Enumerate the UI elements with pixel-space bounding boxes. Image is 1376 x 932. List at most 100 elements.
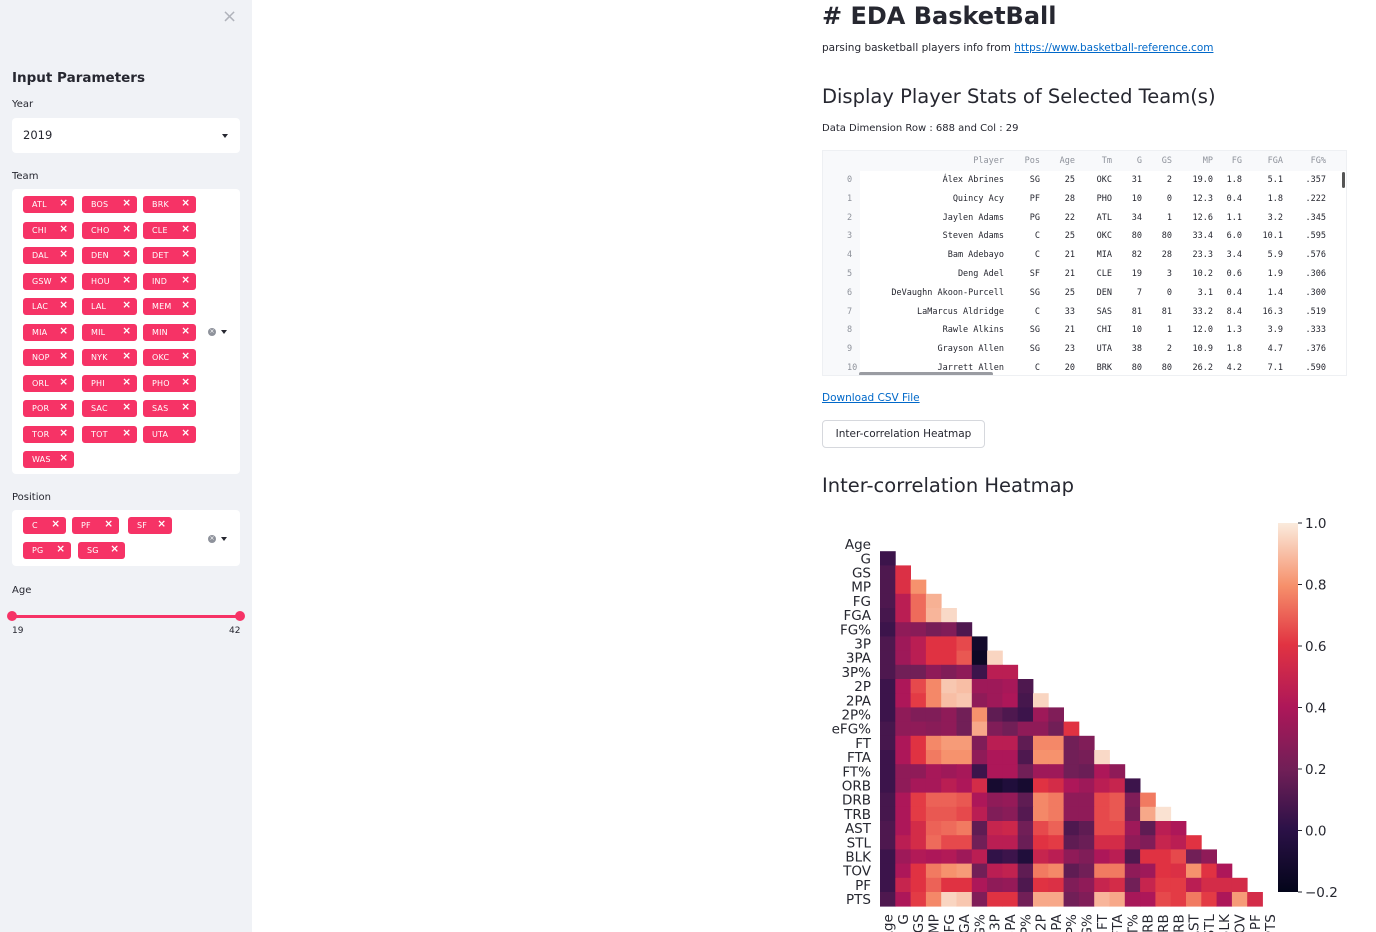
remove-tag-icon[interactable]: × (59, 426, 68, 439)
remove-tag-icon[interactable]: × (59, 273, 68, 286)
horizontal-scrollbar[interactable] (859, 372, 993, 375)
age-slider-track[interactable] (12, 615, 240, 618)
table-cell: 19 (1131, 269, 1142, 279)
remove-tag-icon[interactable]: × (110, 543, 119, 555)
age-slider-min-handle[interactable] (7, 611, 17, 621)
heatmap-cell-2pa-fga (956, 693, 973, 708)
remove-tag-icon[interactable]: × (122, 426, 131, 439)
column-header[interactable]: Age (1059, 156, 1075, 166)
heatmap-cell-3p%-age (880, 664, 896, 680)
remove-tag-icon[interactable]: × (122, 375, 131, 388)
remove-tag-icon[interactable]: × (181, 324, 190, 337)
y-tick-label: FGA (844, 608, 872, 624)
remove-tag-icon[interactable]: × (181, 375, 190, 388)
table-cell: Deng Adel (957, 269, 1004, 279)
heatmap-cell-ft-2p (1033, 735, 1049, 751)
heatmap-cell-pf-fg (941, 877, 957, 893)
column-header[interactable]: Player (973, 156, 1004, 166)
remove-tag-icon[interactable]: × (122, 324, 131, 337)
row-index: 10 (847, 363, 858, 373)
table-cell: Rawle Alkins (942, 325, 1004, 336)
remove-tag-icon[interactable]: × (181, 401, 190, 413)
table-cell: Bam Adebayo (947, 250, 1004, 261)
heatmap-cell-blk-fta (1109, 849, 1126, 864)
heatmap-cell-ast-2p% (1063, 821, 1080, 836)
remove-tag-icon[interactable]: × (122, 248, 131, 260)
column-header[interactable]: Pos (1024, 156, 1040, 166)
heatmap-cell-tov-g (895, 863, 911, 879)
remove-tag-icon[interactable]: × (122, 299, 131, 311)
heatmap-cell-pts-efg% (1078, 892, 1095, 907)
column-header[interactable]: GS (1161, 156, 1172, 166)
table-cell: 3 (1166, 269, 1172, 279)
remove-tag-icon[interactable]: × (59, 248, 68, 260)
remove-tag-icon[interactable]: × (181, 222, 190, 235)
chevron-down-icon[interactable] (221, 330, 227, 334)
column-header[interactable]: Tm (1101, 156, 1112, 166)
remove-tag-icon[interactable]: × (59, 401, 68, 413)
column-header[interactable]: FG% (1310, 156, 1326, 166)
position-multiselect[interactable]: × C × PF × SF × PG × SG × (12, 510, 240, 566)
remove-tag-icon[interactable]: × (122, 197, 131, 209)
remove-tag-icon[interactable]: × (51, 518, 60, 530)
remove-tag-icon[interactable]: × (59, 222, 68, 235)
heatmap-cell-pts-age (880, 892, 896, 907)
remove-tag-icon[interactable]: × (181, 426, 190, 439)
vertical-scrollbar[interactable] (1342, 172, 1345, 188)
table-cell: 2 (1166, 175, 1172, 185)
table-cell: 12.6 (1192, 212, 1213, 223)
heatmap-cell-ft-age (880, 735, 896, 751)
column-header[interactable]: FGA (1267, 156, 1283, 166)
reference-link[interactable]: https://www.basketball-reference.com (1014, 42, 1214, 54)
x-tick-label: 2P% (1064, 914, 1080, 932)
remove-tag-icon[interactable]: × (181, 350, 190, 362)
table-cell: OKC (1096, 231, 1112, 242)
remove-tag-icon[interactable]: × (59, 197, 68, 209)
year-value: 2019 (23, 128, 53, 142)
age-slider-max-handle[interactable] (235, 611, 245, 621)
heatmap-cell-ft-fg (941, 735, 957, 751)
download-csv-link[interactable]: Download CSV File (822, 392, 920, 404)
heatmap-cell-2pa-fg (941, 693, 957, 708)
remove-tag-icon[interactable]: × (122, 222, 131, 235)
heatmap-cell-pf-2p (1033, 877, 1049, 893)
remove-tag-icon[interactable]: × (181, 273, 190, 286)
heatmap-button[interactable]: Inter-correlation Heatmap (822, 420, 985, 448)
column-header[interactable]: MP (1202, 156, 1213, 166)
clear-all-icon[interactable]: × (208, 535, 216, 543)
remove-tag-icon[interactable]: × (104, 518, 113, 530)
heatmap-cell-pf-trb (1170, 877, 1187, 893)
remove-tag-icon[interactable]: × (181, 197, 190, 209)
remove-tag-icon[interactable]: × (59, 350, 68, 362)
heatmap-cell-pts-3p (987, 892, 1003, 907)
remove-tag-icon[interactable]: × (59, 452, 68, 464)
table-cell: .595 (1305, 231, 1326, 242)
remove-tag-icon[interactable]: × (181, 299, 190, 311)
clear-all-icon[interactable]: × (208, 328, 216, 336)
heatmap-cell-orb-fta (1109, 778, 1126, 793)
team-multiselect[interactable]: × ATL × BOS × BRK × CHI × CHO × CLE × DAL × DEN × DET × GS… (12, 189, 240, 474)
tag-uta: UTA × (143, 425, 196, 443)
heatmap-cell-fg%-g (895, 622, 911, 637)
year-select[interactable]: 2019 (12, 118, 240, 153)
remove-tag-icon[interactable]: × (56, 543, 65, 555)
remove-tag-icon[interactable]: × (122, 273, 131, 286)
remove-tag-icon[interactable]: × (59, 375, 68, 388)
heatmap-cell-pf-orb (1140, 877, 1156, 893)
heatmap-cell-fta-2p% (1063, 750, 1080, 765)
column-header[interactable]: G (1136, 156, 1142, 166)
remove-tag-icon[interactable]: × (122, 401, 131, 413)
remove-tag-icon[interactable]: × (59, 299, 68, 311)
remove-tag-icon[interactable]: × (59, 324, 68, 337)
table-cell: 0 (1166, 193, 1172, 204)
chevron-down-icon[interactable] (221, 537, 227, 541)
column-header[interactable]: FG (1231, 156, 1242, 166)
colorbar-tick-label: 0.6 (1305, 639, 1326, 655)
remove-tag-icon[interactable]: × (122, 350, 131, 362)
remove-tag-icon[interactable]: × (157, 518, 166, 530)
remove-tag-icon[interactable]: × (181, 248, 190, 260)
heatmap-cell-ft%-2p (1033, 764, 1049, 779)
close-sidebar-icon[interactable]: × (222, 6, 238, 27)
player-stats-table[interactable]: Player Pos Age Tm G GS MP FG FGA FG% 0 Álex Abrine… (822, 150, 1347, 376)
x-tick-label: 3P% (1018, 914, 1034, 932)
